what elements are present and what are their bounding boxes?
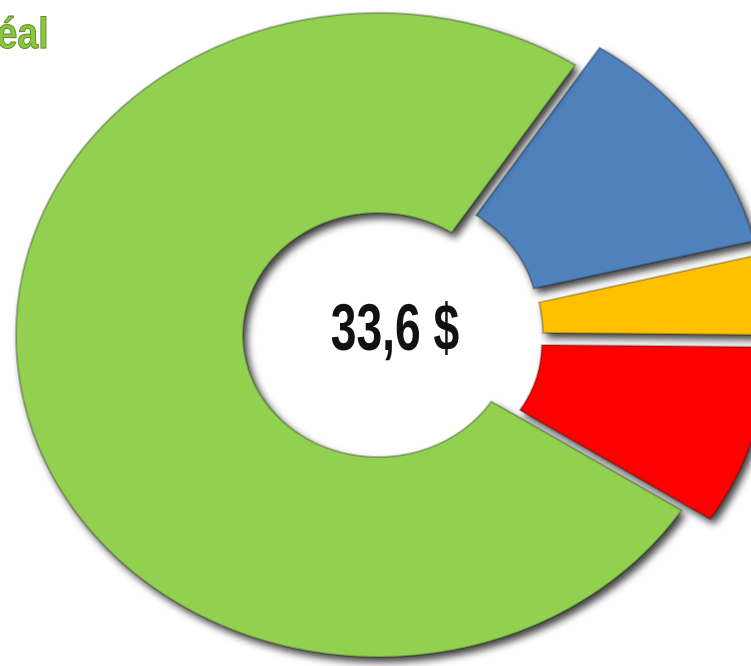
- slice: [474, 46, 751, 290]
- chart-title: éal: [0, 8, 49, 58]
- center-label: 33,6 $: [331, 291, 459, 365]
- slice: [518, 343, 751, 521]
- slices: [15, 12, 751, 658]
- slice: [537, 255, 751, 336]
- slice: [15, 12, 684, 658]
